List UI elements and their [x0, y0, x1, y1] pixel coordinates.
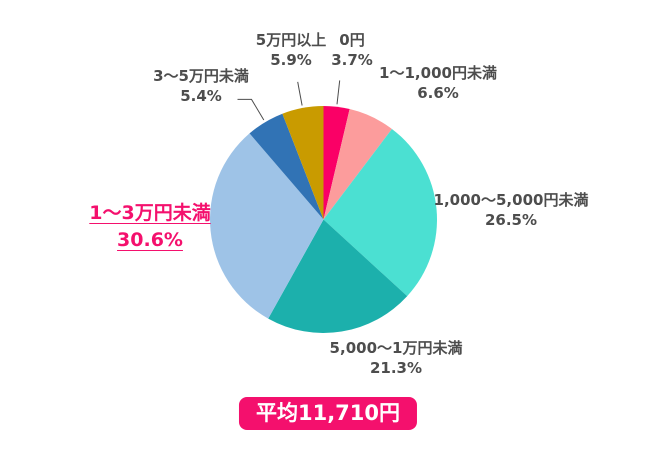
leader-line-6	[297, 81, 303, 106]
slice-pct-text: 5.9%	[270, 51, 312, 69]
slice-pct-text: 3.7%	[331, 51, 373, 69]
pie-slice-6	[282, 106, 324, 220]
slice-pct-text: 21.3%	[369, 359, 423, 377]
slice-pct-text: 5.4%	[180, 87, 222, 105]
pie-label-0yen: 0円 3.7%	[331, 30, 373, 70]
pie-label-1000-5000: 1,000〜5,000円未満 26.5%	[434, 190, 589, 230]
slice-label-text: 0円	[339, 31, 365, 49]
pie-label-5man-plus: 5万円以上 5.9%	[256, 30, 326, 70]
pie-label-3-5man: 3〜5万円未満 5.4%	[153, 66, 249, 106]
pie-label-5000-1man: 5,000〜1万円未満 21.3%	[330, 338, 463, 378]
pie-slice-4	[210, 133, 324, 319]
slice-pct-text: 26.5%	[484, 211, 538, 229]
average-badge: 平均11,710円	[238, 397, 418, 430]
slice-label-text: 5万円以上	[255, 31, 327, 49]
pie-slice-3	[268, 219, 408, 334]
pie-slice-0	[323, 105, 350, 220]
slice-pct-text: 30.6%	[117, 229, 183, 251]
pie-slice-2	[323, 128, 438, 297]
slice-pct-text: 6.6%	[417, 84, 459, 102]
slice-label-text: 1〜3万円未満	[89, 202, 211, 224]
leader-line-5	[237, 98, 265, 121]
slice-label-text: 3〜5万円未満	[153, 67, 249, 85]
slice-label-text: 5,000〜1万円未満	[329, 339, 463, 357]
pie-slice-1	[323, 109, 392, 220]
slice-label-text: 1,000〜5,000円未満	[433, 191, 589, 209]
leader-line-0	[336, 80, 341, 105]
pie-slice-5	[249, 113, 324, 220]
slice-label-text: 1〜1,000円未満	[379, 64, 497, 82]
pie-label-1-1000: 1〜1,000円未満 6.6%	[379, 63, 497, 103]
pie-label-1-3man-highlight: 1〜3万円未満 30.6%	[89, 200, 210, 254]
